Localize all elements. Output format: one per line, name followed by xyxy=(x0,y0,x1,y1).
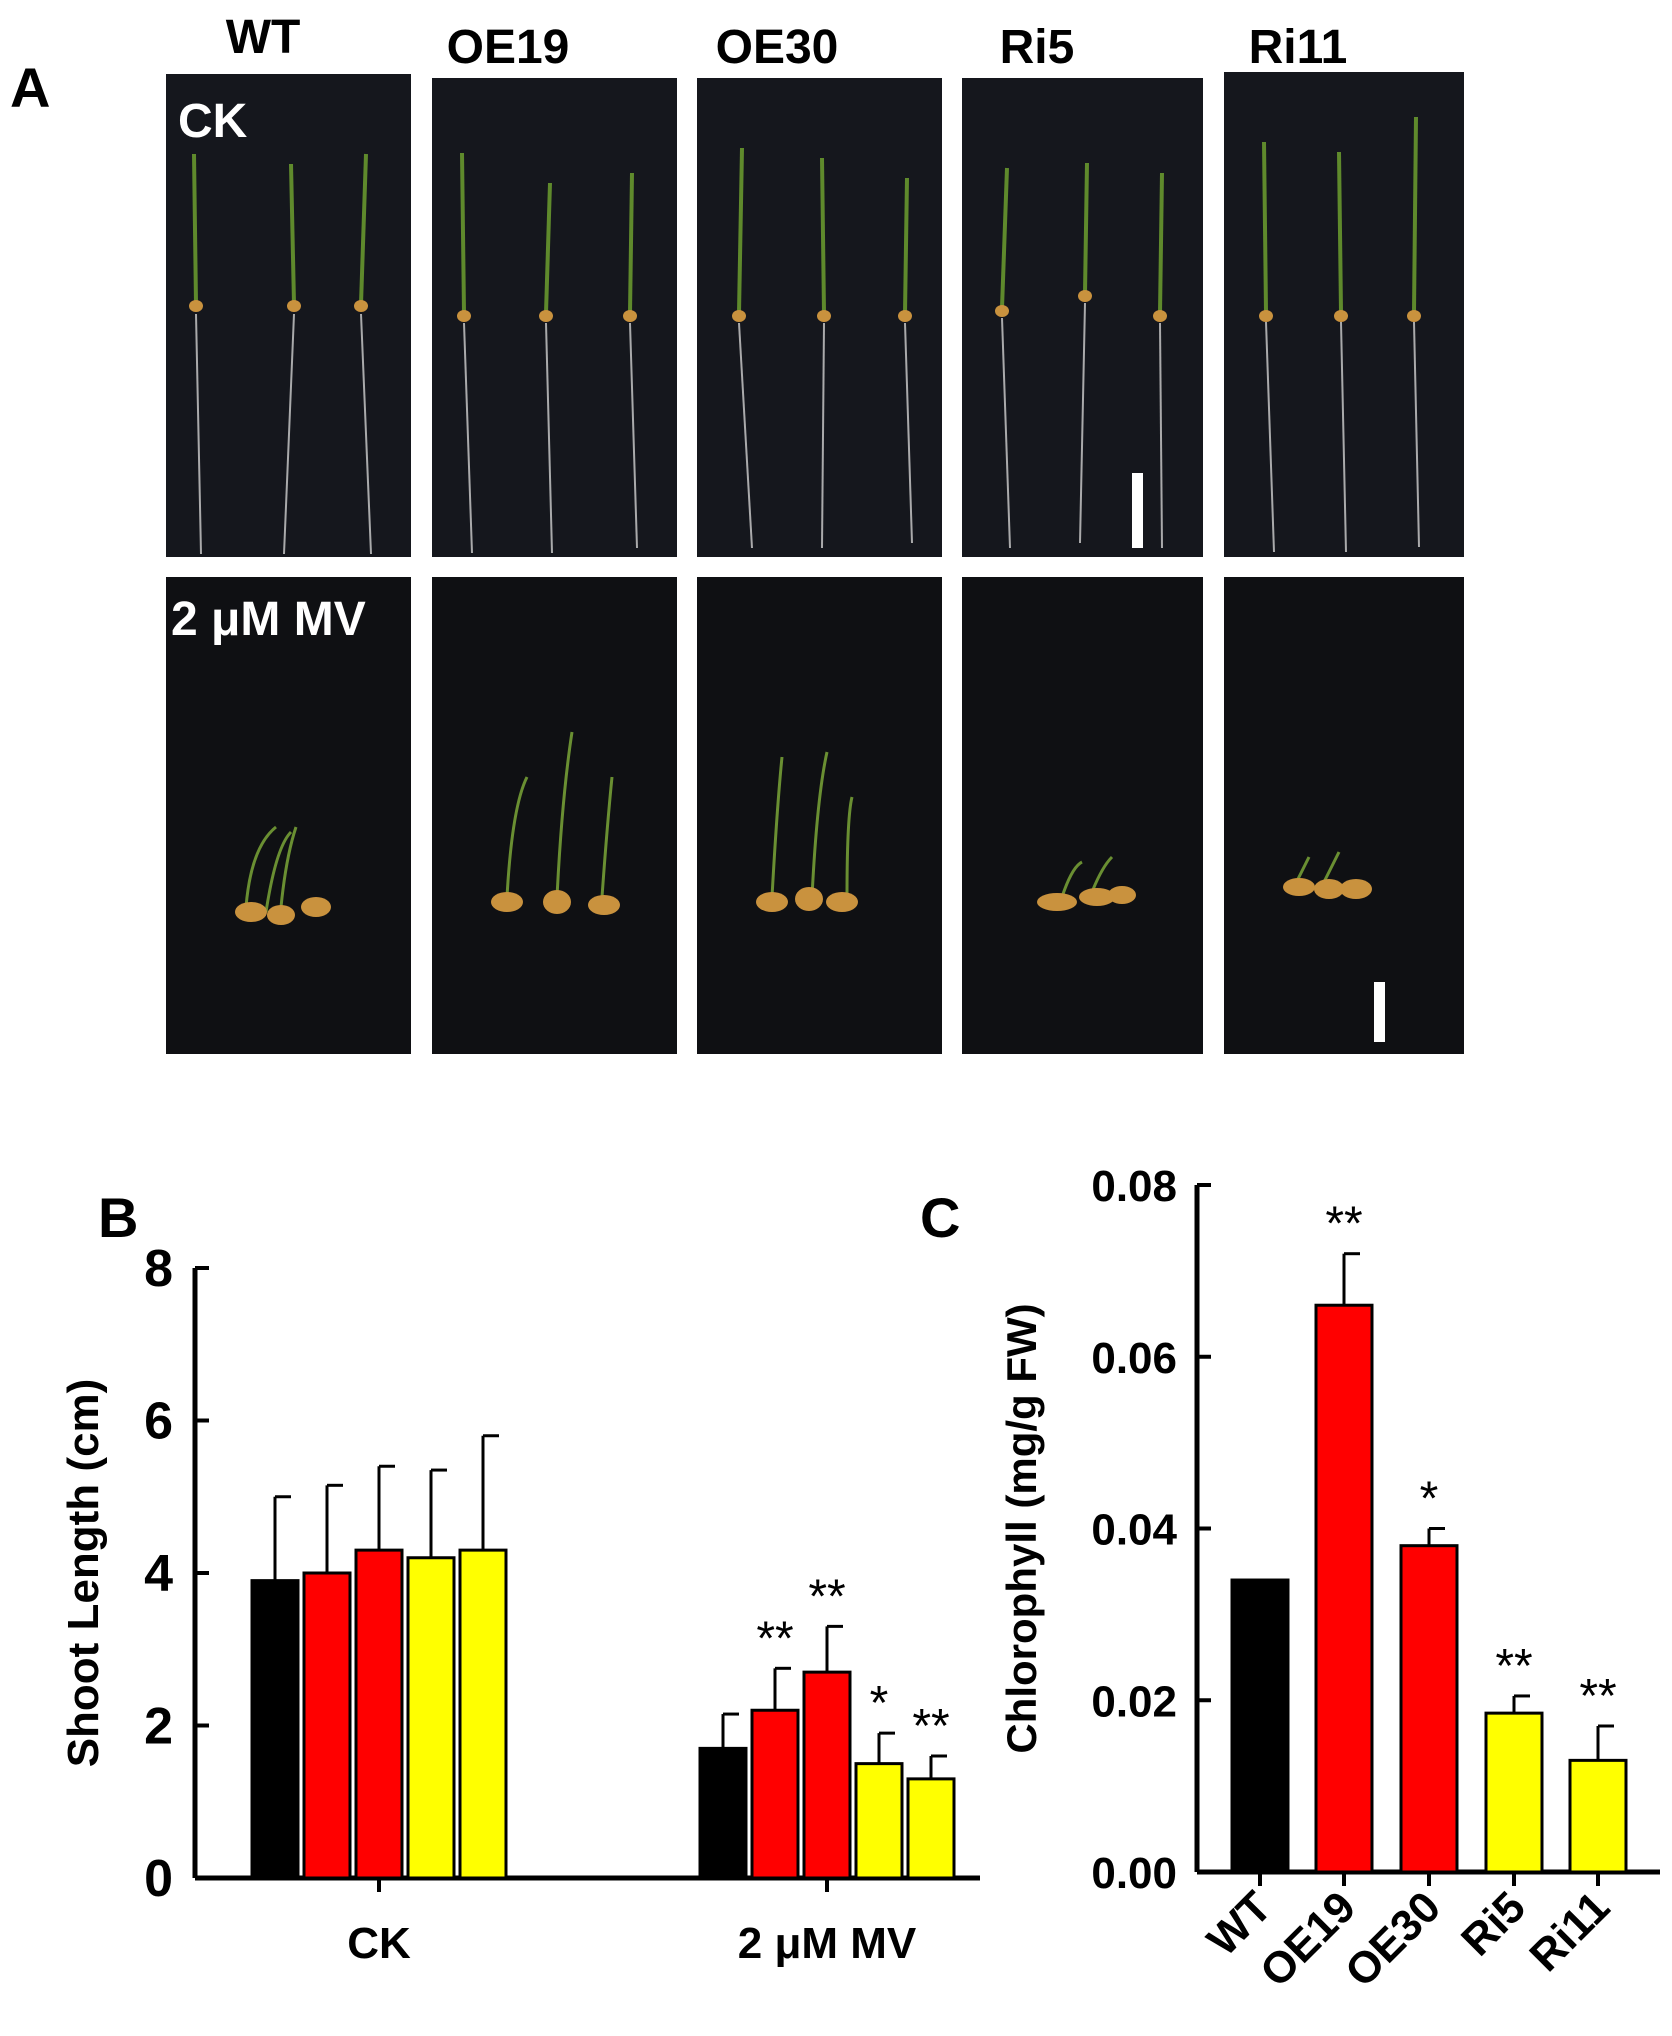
y-tick-label-b: 2 xyxy=(144,1698,173,1756)
bar-c xyxy=(1314,1303,1374,1874)
y-tick-label-b: 0 xyxy=(144,1850,173,1908)
y-tick-label-c: 0.08 xyxy=(1091,1162,1177,1211)
x-tick-label-b: 2 μM MV xyxy=(738,1919,917,1968)
bar-c xyxy=(1484,1711,1544,1874)
significance-label-c: * xyxy=(1420,1473,1439,1526)
panel-a-label: A xyxy=(10,56,51,119)
seedlings-ck-oe19 xyxy=(457,152,638,554)
photo-mv-oe19 xyxy=(432,577,677,1054)
genotype-label-wt: WT xyxy=(225,11,301,64)
condition-label-mv: 2 μM MV xyxy=(171,593,366,646)
bar-c xyxy=(1230,1578,1290,1874)
seedlings-ck-oe30 xyxy=(732,147,913,549)
significance-label-c: ** xyxy=(1495,1640,1532,1693)
bar-c xyxy=(1568,1758,1628,1874)
y-tick-label-c: 0.00 xyxy=(1091,1849,1177,1898)
y-tick-label-c: 0.04 xyxy=(1091,1506,1177,1555)
bar-b xyxy=(250,1579,300,1880)
seedlings-mv-ri5 xyxy=(1037,855,1136,911)
photo-ck-oe30 xyxy=(697,78,942,557)
chlorophyll-chart: 0.00 0.02 0.04 0.06 0.08 Chlorophyll (mg/g FW… xyxy=(998,1162,1660,1997)
y-tick-label-b: 8 xyxy=(144,1240,173,1298)
significance-label-c: ** xyxy=(1325,1198,1362,1251)
bar-b xyxy=(354,1548,404,1880)
bar-b xyxy=(302,1571,352,1880)
y-axis-title-c: Chlorophyll (mg/g FW) xyxy=(998,1303,1045,1753)
photo-ck-ri11 xyxy=(1224,72,1464,557)
photo-mv-ri11 xyxy=(1224,577,1464,1054)
genotype-label-oe19: OE19 xyxy=(446,21,570,74)
y-tick-label-b: 4 xyxy=(144,1545,173,1603)
photo-ck-wt: CK xyxy=(166,74,411,557)
photo-mv-ri5 xyxy=(962,577,1203,1054)
condition-label-ck: CK xyxy=(178,95,248,148)
photo-ck-oe19 xyxy=(432,78,677,557)
significance-label-b: ** xyxy=(756,1612,793,1665)
seedlings-ck-wt xyxy=(189,153,372,555)
y-tick-label-c: 0.06 xyxy=(1091,1334,1177,1383)
photo-mv-wt: 2 μM MV xyxy=(166,577,411,1054)
y-axis-title-b: Shoot Length (cm) xyxy=(59,1379,108,1768)
genotype-label-oe30: OE30 xyxy=(715,21,839,74)
bar-b xyxy=(750,1708,800,1880)
y-tick-label-c: 0.02 xyxy=(1091,1677,1177,1726)
seedlings-ck-ri11 xyxy=(1259,116,1421,553)
y-tick-label-b: 6 xyxy=(144,1393,173,1451)
seedlings-mv-oe19 xyxy=(491,731,620,915)
bar-b xyxy=(906,1777,956,1880)
seedlings-mv-ri11 xyxy=(1283,851,1385,1042)
bar-c xyxy=(1399,1544,1459,1874)
x-tick-label-c: Ri11 xyxy=(1520,1882,1619,1981)
x-tick-label-c: OE19 xyxy=(1251,1882,1365,1996)
photo-ck-ri5 xyxy=(962,78,1203,557)
significance-label-c: ** xyxy=(1579,1670,1616,1723)
bar-b xyxy=(698,1746,748,1880)
seedlings-mv-oe30 xyxy=(756,751,858,912)
panel-b-label: B xyxy=(98,1186,139,1249)
scale-bar-ck xyxy=(1132,473,1143,548)
significance-label-b: ** xyxy=(808,1570,845,1623)
bar-b xyxy=(458,1548,508,1880)
significance-label-b: * xyxy=(870,1677,889,1730)
bar-b xyxy=(854,1762,904,1880)
bar-b xyxy=(802,1670,852,1880)
photo-mv-oe30 xyxy=(697,577,942,1054)
genotype-label-ri11: Ri11 xyxy=(1248,21,1348,74)
x-tick-label-b: CK xyxy=(347,1919,411,1968)
x-tick-label-c: Ri5 xyxy=(1452,1882,1535,1965)
seedlings-mv-wt xyxy=(235,825,331,925)
significance-label-b: ** xyxy=(912,1700,949,1753)
seedlings-ck-ri5 xyxy=(995,162,1167,549)
scale-bar-mv xyxy=(1374,982,1385,1042)
genotype-label-ri5: Ri5 xyxy=(999,21,1075,74)
bar-b xyxy=(406,1556,456,1880)
x-tick-label-c: OE30 xyxy=(1336,1882,1450,1996)
panel-c-label: C xyxy=(920,1186,961,1249)
